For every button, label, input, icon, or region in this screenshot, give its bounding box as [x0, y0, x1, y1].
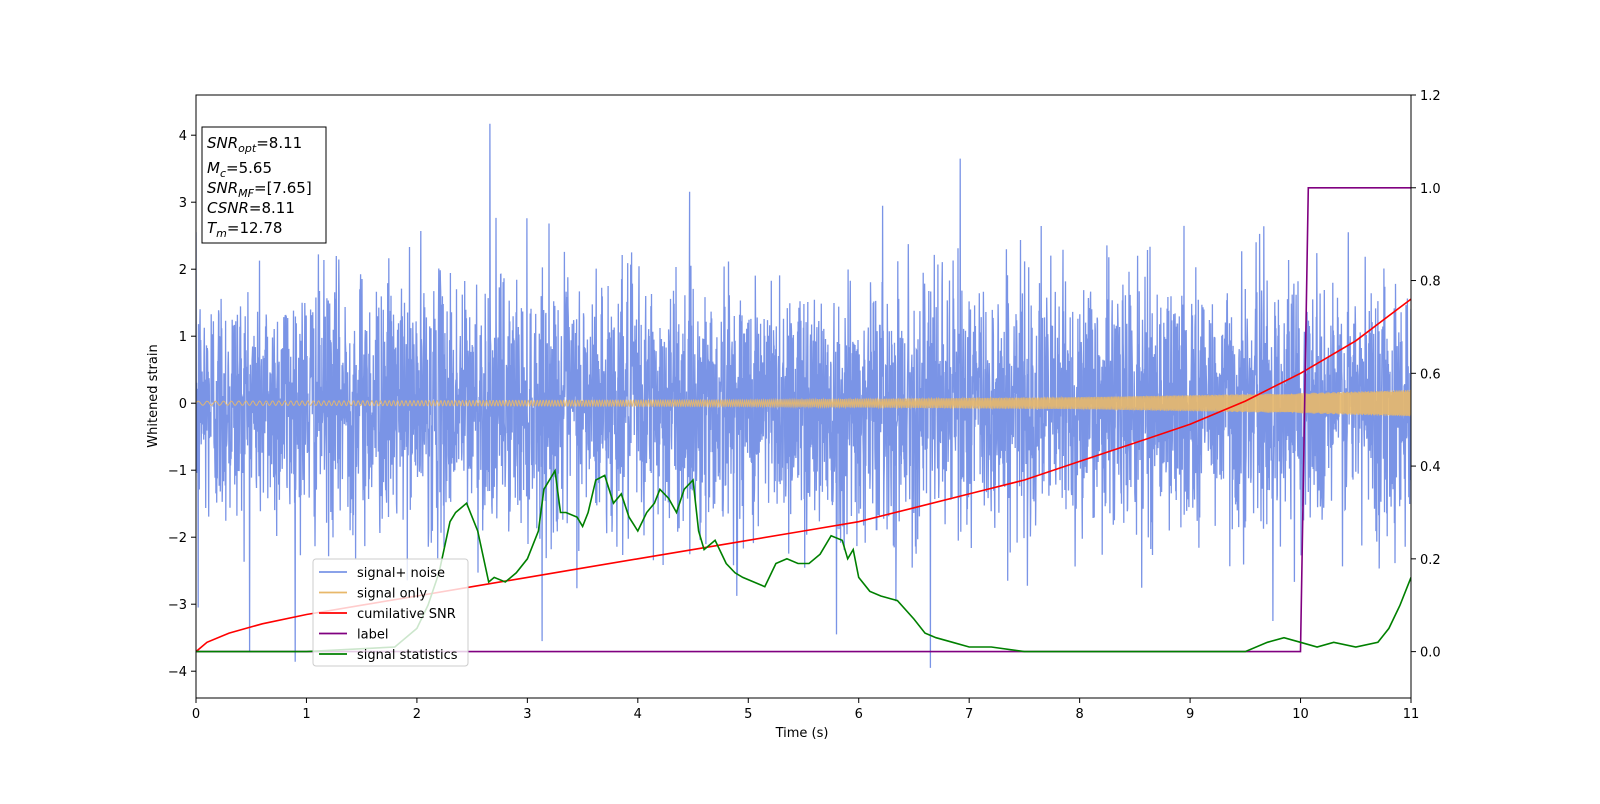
- legend-label: signal statistics: [357, 648, 458, 663]
- y2-tick-label: 0.8: [1420, 275, 1441, 290]
- info-box: SNRopt=8.11 Mc=5.65 SNRMF=[7.65] CSNR=8.…: [201, 126, 327, 244]
- y-tick-label: 2: [179, 263, 187, 278]
- series-signal-noise: [196, 123, 1411, 668]
- x-tick-label: 9: [1186, 707, 1194, 722]
- info-box-frame: [201, 126, 327, 244]
- legend-label: label: [357, 628, 388, 643]
- y-axis-label: Whitened strain: [146, 344, 161, 447]
- y-tick-label: −1: [168, 464, 187, 479]
- x-tick-label: 11: [1403, 707, 1420, 722]
- series-cumilative-snr: [196, 298, 1411, 653]
- axes-frame: [195, 94, 1412, 699]
- x-tick-label: 3: [523, 707, 531, 722]
- x-tick-label: 8: [1075, 707, 1083, 722]
- x-tick-label: 4: [634, 707, 642, 722]
- data-layer: [196, 123, 1411, 668]
- legend-label: signal+ noise: [357, 566, 445, 581]
- y2-tick-label: 0.4: [1420, 460, 1441, 475]
- y-tick-label: −3: [168, 598, 187, 613]
- y2-tick-label: 0.2: [1420, 553, 1441, 568]
- info-snr-opt: SNRopt=8.11: [207, 134, 302, 155]
- x-axis-label: Time (s): [775, 726, 829, 741]
- x-tick-label: 0: [192, 707, 200, 722]
- info-csnr: CSNR=8.11: [207, 199, 295, 217]
- y-tick-label: 1: [179, 330, 187, 345]
- series-label: [196, 187, 1411, 653]
- y2-tick-label: 0.0: [1420, 646, 1441, 661]
- y2-tick-label: 1.2: [1420, 89, 1441, 104]
- x-tick-label: 6: [855, 707, 863, 722]
- x-tick-label: 7: [965, 707, 973, 722]
- legend-label: cumilative SNR: [357, 607, 456, 622]
- y-tick-label: 3: [179, 196, 187, 211]
- y-tick-label: 0: [179, 397, 187, 412]
- y2-tick-label: 0.6: [1420, 367, 1441, 382]
- x-tick-label: 10: [1292, 707, 1309, 722]
- series-signal-only: [196, 389, 1411, 417]
- y2-tick-label: 1.0: [1420, 182, 1441, 197]
- y-tick-label: 4: [179, 129, 187, 144]
- ticks-layer: 0 1 2 3 4 5 6 7 8 9 10 11 −4 −3 −2 −1 0 1 2 3 4 0.0 0.2 0.4 0.6 0…: [168, 89, 1441, 722]
- info-mc: Mc=5.65: [207, 159, 272, 180]
- x-tick-label: 5: [744, 707, 752, 722]
- info-tm: Tm=12.78: [207, 219, 282, 240]
- legend: signal+ noise signal only cumilative SNR la…: [312, 558, 469, 667]
- legend-label: signal only: [357, 587, 427, 602]
- plot-area: [196, 123, 1411, 668]
- x-tick-label: 1: [302, 707, 310, 722]
- info-snr-mf: SNRMF=[7.65]: [207, 179, 312, 200]
- legend-frame: [312, 558, 469, 667]
- y-tick-label: −4: [168, 665, 187, 680]
- series-signal-statistics: [196, 468, 1411, 653]
- y-tick-label: −2: [168, 531, 187, 546]
- x-tick-label: 2: [413, 707, 421, 722]
